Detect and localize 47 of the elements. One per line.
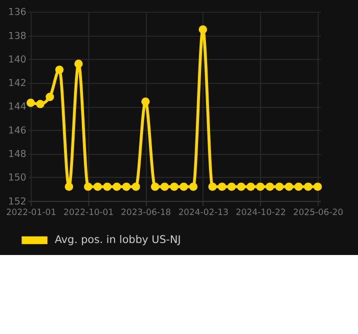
y-tick-label: 144 [8, 102, 26, 113]
x-tick-label: 2024-10-22 [236, 208, 286, 218]
point [198, 25, 208, 34]
point [227, 182, 236, 191]
point [55, 66, 64, 74]
point [208, 182, 217, 191]
point [256, 182, 264, 191]
point [180, 182, 188, 191]
point [46, 92, 54, 102]
y-tick-label: 138 [8, 30, 26, 42]
point [94, 182, 102, 191]
point [246, 182, 255, 191]
point [74, 60, 83, 68]
point [64, 182, 74, 191]
point [266, 182, 274, 191]
point [314, 182, 322, 191]
point [84, 182, 92, 191]
y-tick-label: 148 [8, 149, 26, 160]
point [284, 182, 294, 191]
point [150, 182, 160, 191]
x-tick-label: 2022-01-01 [6, 208, 56, 218]
y-tick-label: 136 [8, 7, 26, 18]
y-tick-label: 152 [8, 196, 26, 208]
point [141, 98, 150, 106]
y-tick-label: 142 [8, 78, 26, 90]
point [237, 182, 246, 191]
x-tick-label: 2024-02-13 [178, 208, 228, 218]
x-tick-label: 2023-06-18 [120, 208, 172, 218]
point [122, 182, 131, 191]
point [170, 182, 178, 191]
x-tick-label: 2025-06-20 [293, 208, 344, 218]
point [189, 182, 198, 191]
point [103, 182, 112, 191]
point [26, 98, 35, 107]
point [218, 182, 226, 191]
y-tick-label: 150 [8, 172, 26, 184]
point [304, 182, 312, 191]
x-tick-label: 2022-10-01 [64, 208, 114, 218]
point [36, 100, 44, 108]
point [160, 182, 169, 191]
point [294, 182, 303, 191]
y-tick-label: 140 [8, 54, 26, 66]
legend-label: Avg. pos. in lobby US-NJ [54, 234, 181, 246]
point [275, 182, 284, 191]
y-tick-label: 146 [8, 125, 26, 136]
point [112, 182, 121, 191]
point [132, 182, 140, 191]
